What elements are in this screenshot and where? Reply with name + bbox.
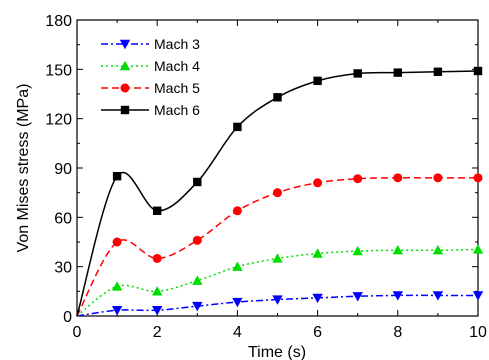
data-point [473,173,483,183]
data-point [393,173,403,183]
axis-ticks [76,19,479,317]
y-tick-label: 120 [45,112,72,129]
y-tick-label: 180 [45,13,72,30]
data-point [272,295,283,305]
y-tick-label: 150 [45,62,72,79]
data-point [152,286,163,296]
data-point [352,245,363,256]
data-point [152,306,163,316]
data-point [352,292,363,302]
x-tick-label: 0 [73,324,82,341]
x-axis-title: Time (s) [248,344,306,360]
series-mach-4 [76,244,484,317]
data-point [312,293,323,304]
data-point [313,178,323,188]
series-mach-5 [76,173,483,317]
legend-label: Mach 3 [154,36,200,52]
legend-marker [119,60,131,71]
data-point [233,122,242,132]
data-point [153,206,162,215]
y-tick-label: 60 [54,210,72,227]
data-point [272,253,283,263]
data-point [433,67,443,76]
legend-item: Mach 4 [101,58,200,74]
data-point [193,177,202,187]
data-point [432,291,444,301]
data-point [432,245,444,255]
data-point [313,76,322,86]
data-point [192,301,203,312]
data-point [192,275,203,285]
data-point [392,291,403,301]
legend-marker [120,83,130,93]
y-tick-label: 0 [63,309,72,326]
series-layer [76,66,484,317]
data-point [273,93,282,102]
data-point [232,297,243,308]
legend-label: Mach 4 [154,58,200,74]
data-point [112,237,122,247]
legend-marker [120,105,130,115]
y-tick-label: 30 [54,260,72,277]
series-mach-6 [76,66,483,317]
legend: Mach 3 Mach 4 Mach 5 Mach 6 [101,36,200,118]
x-tick-label: 2 [153,324,162,341]
x-tick-label: 8 [393,324,402,341]
data-point [472,291,484,301]
data-point [112,172,122,181]
legend-label: Mach 5 [154,80,200,96]
data-point [393,68,402,77]
y-tick-label: 90 [54,161,72,178]
data-point [353,174,363,184]
x-tick-label: 10 [469,324,487,341]
data-point [353,69,362,78]
axis-tick-labels: 0 2 4 6 8 10 0 30 60 90 120 150 180 [45,13,487,341]
series-mach-3 [76,291,484,317]
legend-marker [119,39,131,50]
x-tick-label: 4 [233,324,242,341]
series-line [76,70,479,317]
data-point [472,244,484,254]
data-point [192,235,202,245]
data-point [111,281,123,291]
data-point [273,188,282,198]
data-point [312,248,323,258]
data-point [111,306,123,316]
data-point [152,253,162,263]
legend-label: Mach 6 [154,102,200,118]
x-tick-label: 6 [313,324,322,341]
data-point [392,245,403,255]
data-point [473,66,483,76]
legend-item: Mach 3 [101,36,200,52]
legend-item: Mach 5 [101,80,200,96]
data-point [232,261,243,271]
y-axis-title: Von Mises stress (MPa) [15,84,32,253]
data-point [433,173,443,183]
legend-item: Mach 6 [101,102,200,118]
plot-frame [76,19,479,317]
data-point [232,206,242,216]
